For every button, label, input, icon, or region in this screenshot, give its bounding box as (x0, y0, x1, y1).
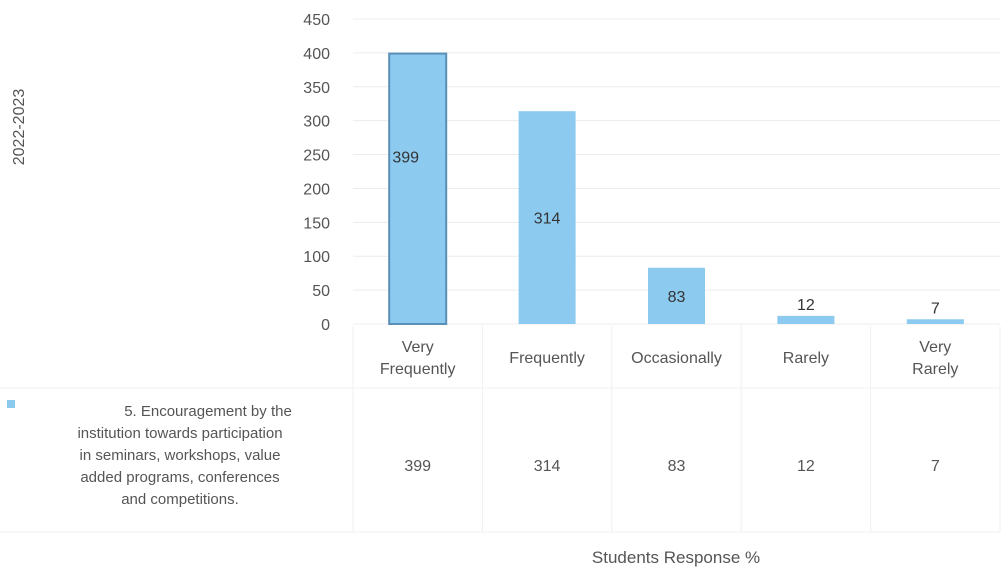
table-value: 314 (534, 458, 561, 475)
data-label: 314 (534, 211, 561, 228)
bar (518, 111, 576, 324)
y-tick-label: 300 (303, 114, 330, 131)
data-label: 399 (392, 149, 419, 166)
y-tick-label: 250 (303, 148, 330, 165)
data-label: 7 (931, 300, 940, 317)
y-tick-label: 0 (321, 317, 330, 334)
bar (906, 319, 964, 324)
category-label: Very Frequently (380, 339, 456, 378)
y-tick-label: 400 (303, 46, 330, 63)
legend-swatch (7, 400, 15, 408)
y-tick-label: 450 (303, 12, 330, 29)
table-value: 7 (931, 458, 940, 475)
bar (388, 52, 448, 325)
y-tick-label: 100 (303, 249, 330, 266)
y-axis-title: 2022-2023 (11, 89, 28, 166)
table-value: 399 (404, 458, 431, 475)
data-label: 12 (797, 297, 815, 314)
y-axis-ticks: 0 50 100 150 200 250 300 350 400 450 (303, 12, 330, 334)
series-name: 5. Encouragement by the institution towar… (77, 403, 291, 508)
data-label: 83 (668, 289, 686, 306)
table-value: 83 (668, 458, 686, 475)
data-table: Very Frequently 399 Frequently 314 Occasional… (0, 326, 1001, 533)
x-axis-title: Students Response % (592, 548, 760, 567)
bar (777, 315, 835, 324)
legend: 5. Encouragement by the institution towar… (7, 400, 292, 508)
y-tick-label: 200 (303, 181, 330, 198)
table-value: 12 (797, 458, 815, 475)
category-label: Frequently (509, 350, 585, 367)
bar (648, 267, 705, 324)
bars: 399 314 83 12 7 (388, 52, 964, 325)
y-tick-label: 50 (312, 283, 330, 300)
category-label: Rarely (783, 350, 829, 367)
category-label: Occasionally (631, 350, 722, 367)
gridlines (353, 18, 1000, 325)
y-tick-label: 350 (303, 80, 330, 97)
y-tick-label: 150 (303, 215, 330, 232)
category-label: Very Rarely (912, 339, 958, 378)
